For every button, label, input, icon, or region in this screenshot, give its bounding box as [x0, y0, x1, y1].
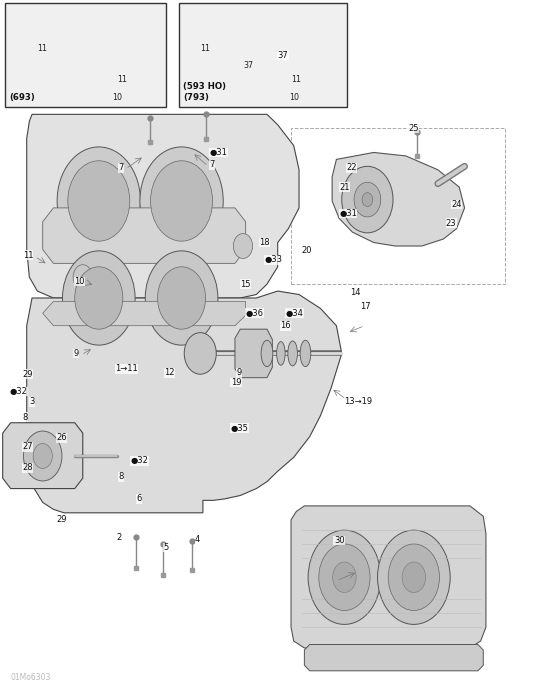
Circle shape	[354, 182, 381, 217]
Text: 37: 37	[278, 51, 288, 60]
Text: 19: 19	[231, 378, 241, 387]
Text: 25: 25	[409, 124, 419, 132]
Circle shape	[333, 562, 356, 593]
Text: ●32: ●32	[131, 457, 148, 465]
Circle shape	[319, 544, 370, 611]
Text: ●32: ●32	[10, 387, 28, 396]
Circle shape	[145, 251, 218, 345]
Text: 12: 12	[164, 369, 175, 377]
Circle shape	[73, 265, 92, 290]
Text: 10: 10	[112, 93, 122, 101]
Ellipse shape	[277, 342, 285, 365]
Text: ●31: ●31	[339, 209, 357, 218]
FancyBboxPatch shape	[179, 3, 347, 107]
Text: 18: 18	[259, 238, 270, 247]
Text: 29: 29	[22, 370, 33, 378]
Text: 23: 23	[446, 219, 457, 227]
Polygon shape	[332, 152, 465, 246]
Text: 20: 20	[302, 247, 312, 255]
Circle shape	[57, 147, 140, 255]
Text: 30: 30	[334, 536, 344, 545]
Text: ●33: ●33	[264, 256, 282, 264]
Text: 11: 11	[22, 251, 33, 259]
Text: 4: 4	[195, 535, 200, 543]
Text: 2: 2	[116, 533, 122, 541]
Text: ●35: ●35	[231, 424, 248, 432]
Text: 28: 28	[22, 464, 33, 472]
Ellipse shape	[288, 341, 297, 366]
Text: 8: 8	[119, 473, 124, 481]
Text: 5: 5	[163, 543, 168, 552]
Polygon shape	[235, 329, 272, 378]
Circle shape	[233, 234, 253, 258]
Text: (593 HO)
(793): (593 HO) (793)	[183, 82, 226, 102]
Polygon shape	[27, 291, 342, 513]
Circle shape	[151, 161, 213, 241]
FancyBboxPatch shape	[5, 3, 166, 107]
Text: 29: 29	[56, 516, 67, 524]
Text: 9: 9	[236, 369, 241, 377]
Text: (693): (693)	[10, 93, 35, 102]
Polygon shape	[27, 114, 299, 298]
Text: 16: 16	[280, 322, 291, 330]
Ellipse shape	[300, 340, 311, 367]
Text: 10: 10	[74, 277, 84, 286]
Text: ●34: ●34	[286, 309, 303, 317]
Text: 21: 21	[339, 183, 350, 191]
Text: 6: 6	[136, 495, 142, 503]
Text: ●36: ●36	[246, 309, 264, 317]
Circle shape	[308, 530, 381, 624]
Polygon shape	[304, 644, 483, 671]
Circle shape	[378, 530, 450, 624]
Text: 27: 27	[22, 443, 33, 451]
Text: 7: 7	[119, 164, 124, 172]
Circle shape	[402, 562, 426, 593]
Text: 22: 22	[346, 164, 357, 172]
Text: 1→11: 1→11	[115, 365, 138, 373]
Circle shape	[140, 147, 223, 255]
Text: 14: 14	[350, 288, 360, 297]
Polygon shape	[43, 208, 246, 263]
Text: 9: 9	[74, 349, 79, 358]
Text: 17: 17	[360, 302, 371, 310]
Circle shape	[184, 333, 216, 374]
Text: 37: 37	[243, 62, 253, 70]
Text: ●31: ●31	[209, 148, 227, 157]
Text: 15: 15	[240, 280, 251, 288]
Text: 10: 10	[289, 93, 300, 101]
Text: 11: 11	[37, 44, 48, 53]
Polygon shape	[291, 506, 486, 648]
Text: 26: 26	[56, 434, 67, 442]
Circle shape	[342, 166, 393, 233]
Text: 8: 8	[22, 413, 28, 421]
Text: 13→19: 13→19	[344, 398, 373, 406]
Circle shape	[362, 193, 373, 207]
Text: 11: 11	[291, 76, 301, 84]
Text: 7: 7	[209, 161, 215, 169]
Text: 01Mo6303: 01Mo6303	[11, 673, 51, 682]
Polygon shape	[3, 423, 83, 489]
Circle shape	[33, 444, 52, 468]
Ellipse shape	[261, 340, 273, 367]
Circle shape	[388, 544, 439, 611]
Circle shape	[62, 251, 135, 345]
Polygon shape	[43, 301, 246, 326]
Circle shape	[75, 267, 123, 329]
Text: 11: 11	[117, 76, 128, 84]
Text: 11: 11	[200, 44, 210, 53]
Circle shape	[158, 267, 206, 329]
Text: 3: 3	[29, 398, 35, 406]
Text: 24: 24	[451, 200, 462, 209]
Circle shape	[23, 431, 62, 481]
Circle shape	[68, 161, 130, 241]
